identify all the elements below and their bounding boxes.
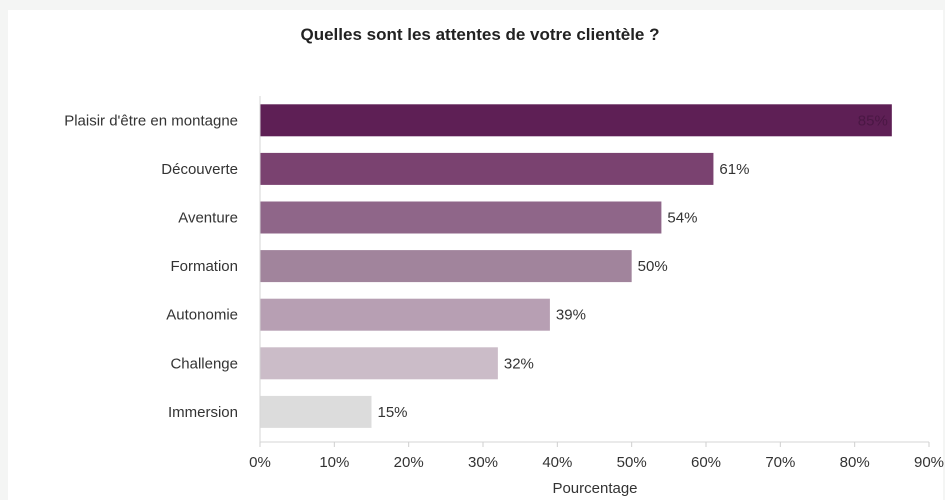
- value-labels: 85% 61% 54% 50% 39% 32% 15%: [378, 112, 888, 421]
- x-tick-label: 20%: [394, 454, 424, 471]
- x-tick-label: 0%: [249, 454, 271, 471]
- x-axis: 0% 10% 20% 30% 40% 50% 60% 70% 80% 90%: [249, 441, 944, 471]
- value-label: 15%: [378, 404, 408, 421]
- value-label: 50%: [638, 258, 668, 275]
- value-label: 61%: [719, 161, 749, 178]
- bar: [260, 152, 714, 185]
- x-tick-label: 50%: [617, 454, 647, 471]
- x-tick-label: 10%: [319, 454, 349, 471]
- value-label: 85%: [858, 112, 888, 129]
- category-label: Challenge: [170, 355, 238, 372]
- chart-title: Quelles sont les attentes de votre clien…: [300, 25, 660, 44]
- bar: [260, 298, 550, 331]
- x-tick-label: 60%: [691, 454, 721, 471]
- x-tick-label: 30%: [468, 454, 498, 471]
- value-label: 32%: [504, 355, 534, 372]
- x-tick-label: 80%: [840, 454, 870, 471]
- category-label: Découverte: [161, 161, 238, 178]
- value-label: 54%: [667, 210, 697, 227]
- bar: [260, 104, 892, 137]
- x-tick-label: 40%: [542, 454, 572, 471]
- category-label: Formation: [170, 258, 238, 275]
- category-label: Autonomie: [166, 307, 238, 324]
- category-label: Immersion: [168, 404, 238, 421]
- value-label: 39%: [556, 307, 586, 324]
- bar: [260, 201, 662, 234]
- x-axis-label: Pourcentage: [552, 480, 637, 497]
- category-labels: Plaisir d'être en montagne Découverte Aven…: [64, 112, 238, 421]
- bar: [260, 395, 372, 428]
- x-tick-label: 90%: [914, 454, 944, 471]
- bar: [260, 347, 498, 380]
- category-label: Plaisir d'être en montagne: [64, 112, 238, 129]
- x-tick-label: 70%: [765, 454, 795, 471]
- bar: [260, 250, 632, 283]
- bars-group: [260, 104, 892, 428]
- category-label: Aventure: [178, 210, 238, 227]
